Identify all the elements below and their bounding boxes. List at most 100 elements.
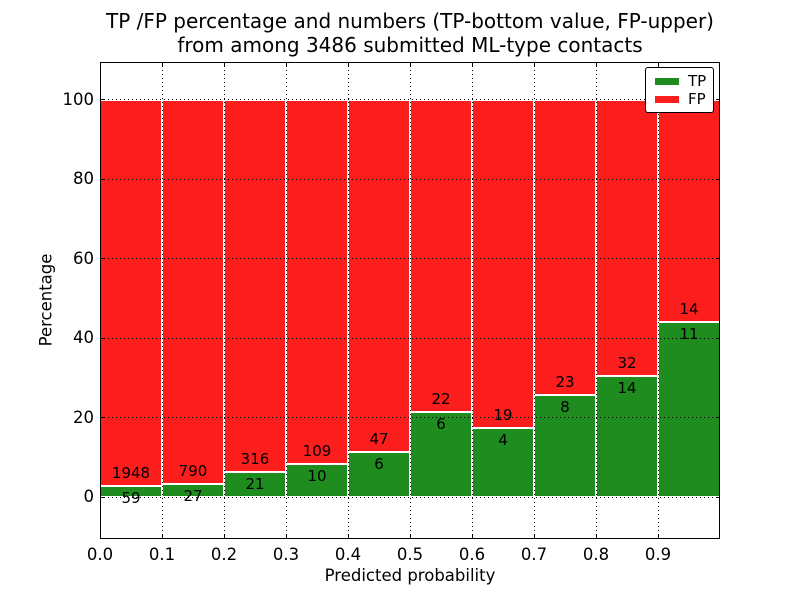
- fp-count-label: 109: [302, 441, 332, 460]
- x-gridline: [595, 62, 597, 539]
- x-tick-mark-bottom: [285, 535, 287, 539]
- x-gridline: [657, 62, 659, 539]
- x-tick-mark-bottom: [533, 535, 535, 539]
- x-tick-mark-top: [595, 62, 597, 66]
- bar-tp-segment: [472, 428, 534, 498]
- legend-label-fp: FP: [688, 90, 706, 108]
- x-tick-mark-bottom: [223, 535, 225, 539]
- y-tick-mark-right: [716, 178, 720, 180]
- x-tick-label: 0.5: [396, 545, 424, 564]
- tp-count-label: 6: [436, 415, 446, 434]
- chart-title-line2: from among 3486 submitted ML-type contac…: [177, 33, 643, 57]
- y-tick-label: 40: [73, 328, 94, 348]
- x-tick-mark-bottom: [161, 535, 163, 539]
- bar-fp-segment: [100, 99, 162, 486]
- x-tick-label: 0.2: [210, 545, 238, 564]
- x-gridline: [347, 62, 349, 539]
- fp-count-label: 23: [555, 372, 575, 391]
- bar-fp-segment: [410, 99, 472, 413]
- bar-fp-segment: [348, 99, 410, 453]
- y-tick-label: 0: [83, 487, 95, 507]
- y-tick-label: 60: [73, 248, 94, 268]
- x-tick-mark-top: [347, 62, 349, 66]
- fp-count-label: 790: [178, 462, 208, 481]
- x-tick-mark-bottom: [595, 535, 597, 539]
- tp-count-label: 14: [617, 379, 637, 398]
- y-tick-mark-left: [100, 496, 104, 498]
- y-tick-mark-right: [716, 258, 720, 260]
- tp-count-label: 11: [679, 325, 699, 344]
- tp-count-label: 10: [307, 466, 327, 485]
- legend-item-fp: FP: [654, 90, 713, 108]
- x-axis-label: Predicted probability: [324, 566, 496, 585]
- x-tick-label: 0.4: [334, 545, 362, 564]
- x-tick-mark-bottom: [99, 535, 101, 539]
- y-tick-mark-right: [716, 417, 720, 419]
- x-tick-mark-top: [657, 62, 659, 66]
- fp-count-label: 32: [617, 354, 637, 373]
- tp-swatch-icon: [654, 76, 680, 86]
- x-tick-mark-top: [285, 62, 287, 66]
- bar-fp-segment: [596, 99, 658, 377]
- x-tick-label: 0.0: [86, 545, 114, 564]
- x-tick-label: 0.6: [458, 545, 486, 564]
- legend: TP FP: [645, 67, 714, 113]
- y-tick-label: 80: [73, 169, 94, 189]
- y-tick-label: 100: [62, 89, 95, 109]
- x-tick-mark-top: [223, 62, 225, 66]
- x-tick-mark-top: [409, 62, 411, 66]
- y-tick-mark-left: [100, 99, 104, 101]
- x-tick-mark-top: [533, 62, 535, 66]
- chart-title: TP /FP percentage and numbers (TP-bottom…: [90, 9, 730, 57]
- x-tick-mark-bottom: [347, 535, 349, 539]
- tp-count-label: 21: [245, 475, 265, 494]
- x-gridline: [533, 62, 535, 539]
- x-gridline: [223, 62, 225, 539]
- legend-label-tp: TP: [688, 72, 707, 90]
- fp-count-label: 47: [369, 430, 389, 449]
- x-gridline: [161, 62, 163, 539]
- y-tick-mark-right: [716, 99, 720, 101]
- tp-count-label: 6: [374, 455, 384, 474]
- x-gridline: [471, 62, 473, 539]
- y-tick-mark-left: [100, 417, 104, 419]
- bar-fp-segment: [162, 99, 224, 485]
- tp-count-label: 59: [121, 488, 141, 507]
- x-tick-label: 0.3: [272, 545, 300, 564]
- tp-count-label: 27: [183, 487, 203, 506]
- bar-fp-segment: [286, 99, 348, 464]
- x-tick-label: 0.8: [582, 545, 610, 564]
- y-tick-mark-left: [100, 258, 104, 260]
- y-tick-mark-right: [716, 337, 720, 339]
- y-tick-mark-right: [716, 496, 720, 498]
- x-tick-label: 0.9: [644, 545, 672, 564]
- x-gridline: [285, 62, 287, 539]
- plot-area: 1948 59 790 27 316 21 109 10 47 6 22 6 19 4 23 8 32 14 14 1…: [99, 62, 720, 539]
- bar-fp-segment: [534, 99, 596, 395]
- bar-fp-segment: [472, 99, 534, 429]
- fp-count-label: 22: [431, 390, 451, 409]
- legend-item-tp: TP: [654, 72, 713, 90]
- tp-count-label: 4: [498, 431, 508, 450]
- bar-tp-segment: [596, 376, 658, 498]
- bar-fp-segment: [658, 99, 720, 323]
- fp-swatch-icon: [654, 94, 680, 104]
- bar-fp-segment: [224, 99, 286, 473]
- x-tick-mark-top: [471, 62, 473, 66]
- x-tick-mark-top: [99, 62, 101, 66]
- x-tick-mark-bottom: [657, 535, 659, 539]
- fp-count-label: 14: [679, 300, 699, 319]
- x-tick-mark-bottom: [471, 535, 473, 539]
- y-tick-label: 20: [73, 407, 94, 427]
- x-tick-label: 0.7: [520, 545, 548, 564]
- tp-count-label: 8: [560, 397, 570, 416]
- fp-count-label: 19: [493, 406, 513, 425]
- bar-tp-segment: [658, 322, 720, 498]
- x-tick-mark-bottom: [409, 535, 411, 539]
- bar-tp-segment: [410, 412, 472, 498]
- bar-tp-segment: [534, 394, 596, 498]
- y-tick-mark-left: [100, 178, 104, 180]
- y-tick-mark-left: [100, 337, 104, 339]
- x-gridline: [409, 62, 411, 539]
